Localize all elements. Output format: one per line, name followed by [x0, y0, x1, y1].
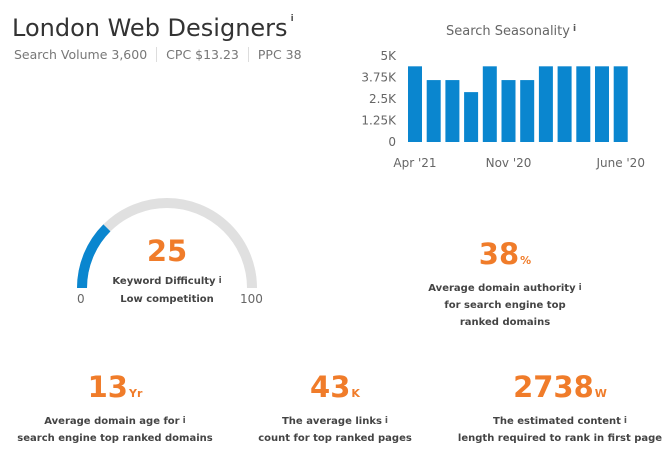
bar[interactable]	[445, 80, 460, 142]
age-label: Average domain age for i search engine to…	[17, 416, 213, 444]
bar[interactable]	[576, 66, 591, 142]
info-icon[interactable]: i	[182, 416, 186, 426]
info-icon[interactable]: i	[572, 24, 577, 34]
bar[interactable]	[426, 80, 441, 142]
bar[interactable]	[538, 66, 553, 142]
x-tick-label: Apr '21	[393, 156, 436, 170]
content-value: 2738W	[513, 370, 607, 404]
difficulty-gauge	[77, 198, 257, 289]
seasonality-chart: 5K 3.75K 2.5K 1.25K 0 Apr '21 Nov '20 June '20	[361, 49, 645, 170]
gauge-fill	[77, 224, 111, 289]
y-tick-label: 1.25K	[361, 114, 397, 128]
info-icon[interactable]: i	[384, 416, 389, 426]
page-title: London Web Designers i	[12, 14, 294, 42]
search-volume: Search Volume 3,600	[14, 47, 148, 62]
difficulty-sublabel: Low competition	[120, 294, 214, 305]
links-value: 43K	[310, 370, 360, 404]
bar[interactable]	[613, 66, 628, 142]
info-icon[interactable]: i	[578, 283, 582, 293]
authority-label: Average domain authority i for search eng…	[428, 283, 582, 328]
info-icon[interactable]: i	[290, 14, 294, 24]
bar[interactable]	[595, 66, 609, 142]
links-label: The average links i count for top ranked …	[258, 416, 412, 444]
y-tick-label: 0	[388, 135, 396, 149]
y-tick-label: 2.5K	[369, 92, 397, 106]
bar[interactable]	[408, 66, 422, 142]
keyword-metrics: Search Volume 3,600 CPC $13.23 PPC 38	[14, 47, 311, 62]
difficulty-value: 25	[146, 234, 188, 268]
content-label: The estimated content i length required t…	[457, 416, 662, 444]
bar[interactable]	[464, 92, 479, 142]
y-tick-label: 5K	[380, 49, 397, 63]
info-icon[interactable]: i	[623, 416, 627, 426]
age-value: 13Yr	[87, 370, 143, 404]
bar[interactable]	[520, 80, 535, 142]
y-tick-label: 3.75K	[361, 71, 397, 85]
authority-value: 38%	[478, 237, 532, 271]
bar[interactable]	[557, 66, 572, 142]
gauge-max: 100	[240, 292, 263, 306]
ppc: PPC 38	[247, 47, 311, 62]
info-icon[interactable]: i	[218, 276, 222, 286]
bar[interactable]	[482, 66, 497, 142]
difficulty-label: Keyword Difficulty i	[112, 276, 222, 287]
cpc: CPC $13.23	[156, 47, 248, 62]
bar[interactable]	[501, 80, 516, 142]
x-tick-label: June '20	[595, 156, 645, 170]
x-tick-label: Nov '20	[486, 156, 532, 170]
chart-title: Search Seasonality i	[446, 24, 577, 39]
gauge-min: 0	[77, 292, 85, 306]
